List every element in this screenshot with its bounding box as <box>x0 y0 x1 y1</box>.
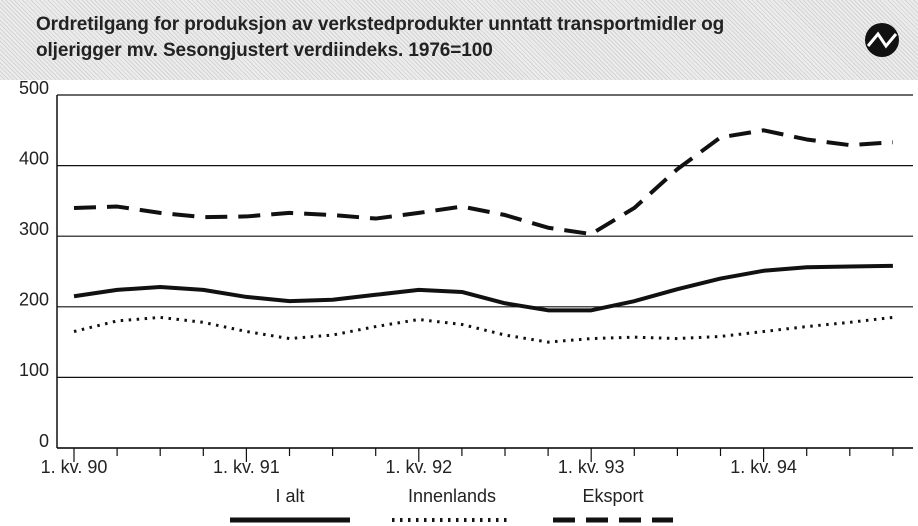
x-tick-label: 1. kv. 94 <box>730 457 797 477</box>
y-tick-label: 300 <box>19 219 49 239</box>
legend-label: Eksport <box>582 486 643 506</box>
legend-label: I alt <box>275 486 304 506</box>
x-tick-label: 1. kv. 93 <box>558 457 625 477</box>
series-line <box>73 128 894 237</box>
x-tick-label: 1. kv. 91 <box>213 457 280 477</box>
y-tick-label: 500 <box>19 78 49 98</box>
legend-label: Innenlands <box>408 486 496 506</box>
y-tick-label: 100 <box>19 360 49 380</box>
x-tick-label: 1. kv. 90 <box>41 457 108 477</box>
chart-title: oljerigger mv. Sesongjustert verdiindeks… <box>36 40 493 61</box>
y-tick-label: 400 <box>19 148 49 168</box>
y-tick-label: 0 <box>39 431 49 451</box>
series-line <box>73 315 894 344</box>
logo <box>865 23 899 57</box>
chart-title: Ordretilgang for produksjon av verkstedp… <box>36 14 725 35</box>
title-band: Ordretilgang for produksjon av verkstedp… <box>0 0 918 80</box>
y-tick-label: 200 <box>19 290 49 310</box>
series-line <box>73 263 893 313</box>
x-tick-label: 1. kv. 92 <box>385 457 452 477</box>
